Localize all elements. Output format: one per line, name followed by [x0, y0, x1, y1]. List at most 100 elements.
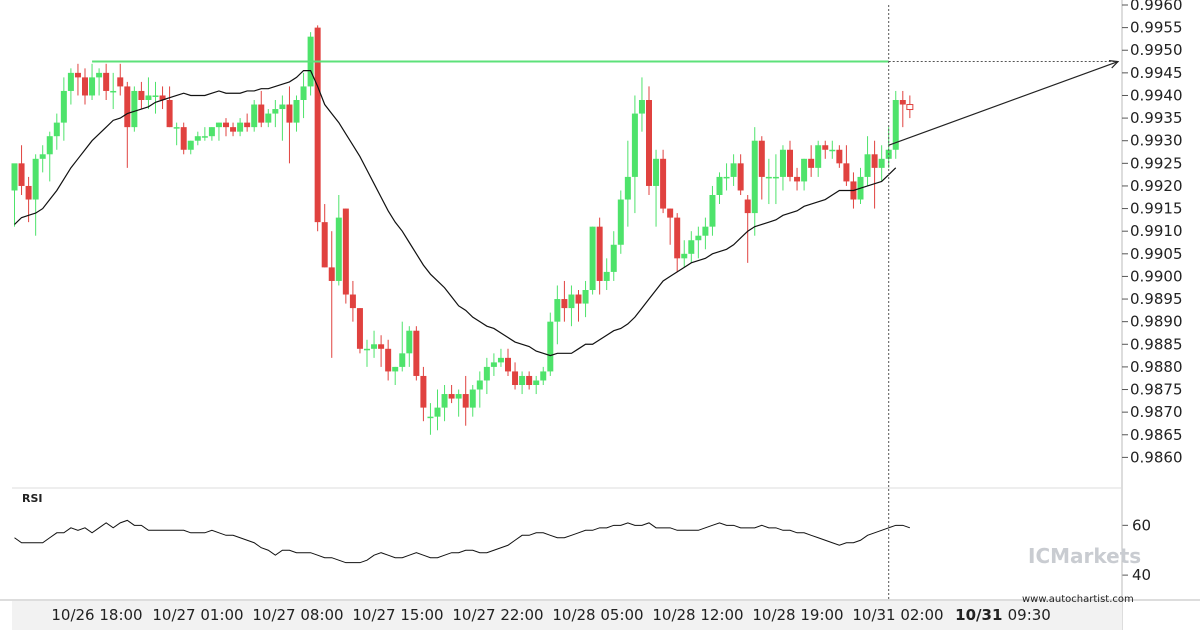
- candle-body: [646, 100, 652, 186]
- x-tick-label: 10/28 19:00: [752, 606, 843, 624]
- candle-body: [208, 127, 215, 137]
- candle-body: [547, 321, 554, 372]
- candle-body: [300, 86, 307, 100]
- last-candle-outline: [906, 104, 914, 111]
- rsi-tick-label: 60: [1132, 516, 1151, 534]
- y-tick-label: 0.9865: [1130, 426, 1183, 444]
- candle-body: [723, 176, 730, 179]
- x-tick-label: 10/31 09:30: [955, 606, 1051, 624]
- rsi-line: [14, 519, 911, 564]
- candle-body: [624, 176, 631, 200]
- candle-body: [159, 95, 166, 100]
- x-tick-label: 10/26 18:00: [51, 606, 142, 624]
- y-tick-label: 0.9870: [1130, 403, 1183, 421]
- candle-body: [215, 122, 222, 128]
- candle-body: [829, 149, 836, 152]
- y-tick-label: 0.9945: [1130, 64, 1183, 82]
- candle-body: [103, 72, 110, 91]
- candle-body: [787, 149, 793, 177]
- candle-body: [483, 366, 490, 381]
- y-tick-label: 0.9920: [1130, 177, 1183, 195]
- candle-body: [582, 290, 589, 304]
- x-axis-band: [12, 601, 1122, 630]
- candle-body: [293, 100, 300, 123]
- candle-body: [455, 394, 462, 399]
- y-tick-label: 0.9875: [1130, 381, 1183, 399]
- candle-body: [519, 375, 526, 385]
- candle-body: [187, 140, 194, 150]
- candle-body: [399, 353, 406, 367]
- candle-body: [434, 407, 441, 417]
- x-tick-label: 10/27 22:00: [452, 606, 543, 624]
- candle-body: [335, 217, 342, 281]
- candle-body: [82, 77, 88, 96]
- y-tick-label: 0.9925: [1130, 154, 1183, 172]
- candle-body: [730, 163, 737, 177]
- candle-body: [462, 394, 469, 408]
- y-tick-label: 0.9915: [1130, 200, 1183, 218]
- candle-body: [638, 100, 645, 114]
- candle-body: [194, 136, 201, 141]
- candle-body: [124, 86, 131, 128]
- candle-body: [794, 176, 801, 182]
- candle-body: [131, 90, 138, 128]
- candle-body: [808, 158, 815, 168]
- y-tick-label: 0.9935: [1130, 109, 1183, 127]
- candle-body: [328, 267, 335, 281]
- source-url: www.autochartist.com: [1022, 594, 1134, 605]
- candle-body: [878, 158, 885, 168]
- candle-body: [512, 371, 519, 385]
- candle-body: [371, 344, 378, 349]
- candle-body: [180, 127, 187, 150]
- candles-layer: [11, 25, 914, 435]
- candle-body: [117, 77, 124, 87]
- candle-body: [349, 294, 356, 309]
- candle-body: [166, 100, 173, 128]
- candle-body: [378, 344, 385, 349]
- candle-body: [892, 100, 899, 150]
- candle-body: [758, 140, 765, 177]
- candle-body: [18, 163, 25, 186]
- candle-body: [801, 158, 808, 182]
- candle-body: [244, 122, 251, 128]
- rsi-tick-label: 40: [1132, 566, 1151, 584]
- candle-body: [173, 127, 180, 129]
- candle-body: [46, 136, 53, 155]
- candle-body: [603, 271, 610, 281]
- candle-body: [688, 240, 695, 254]
- candle-body: [441, 394, 448, 408]
- candle-body: [223, 122, 229, 128]
- candle-body: [230, 127, 237, 132]
- candle-body: [490, 362, 497, 367]
- candle-body: [251, 104, 258, 128]
- candle-body: [356, 308, 363, 349]
- x-tick-label: 10/27 08:00: [252, 606, 343, 624]
- candle-body: [772, 176, 779, 179]
- candle-body: [561, 299, 568, 309]
- candle-body: [702, 226, 709, 236]
- candle-body: [653, 158, 660, 186]
- y-tick-label: 0.9860: [1130, 448, 1183, 466]
- y-tick-label: 0.9895: [1130, 290, 1183, 308]
- candle-body: [385, 348, 392, 372]
- y-tick-label: 0.9955: [1130, 19, 1183, 37]
- candle-body: [899, 100, 906, 105]
- candle-body: [836, 149, 843, 164]
- candle-body: [420, 375, 427, 408]
- candle-body: [631, 113, 638, 177]
- projection-arrow: [888, 60, 1119, 146]
- y-tick-label: 0.9940: [1130, 86, 1183, 104]
- candle-body: [843, 163, 850, 182]
- candle-body: [822, 145, 829, 150]
- candle-body: [575, 294, 582, 304]
- candle-body: [596, 226, 603, 281]
- candle-body: [505, 357, 511, 372]
- candle-body: [25, 185, 32, 200]
- candle-body: [286, 104, 293, 123]
- candle-body: [779, 149, 786, 177]
- candle-body: [448, 394, 455, 399]
- candle-body: [427, 416, 434, 419]
- projection-arrowhead: [1108, 60, 1120, 69]
- moving-average-line: [14, 69, 897, 357]
